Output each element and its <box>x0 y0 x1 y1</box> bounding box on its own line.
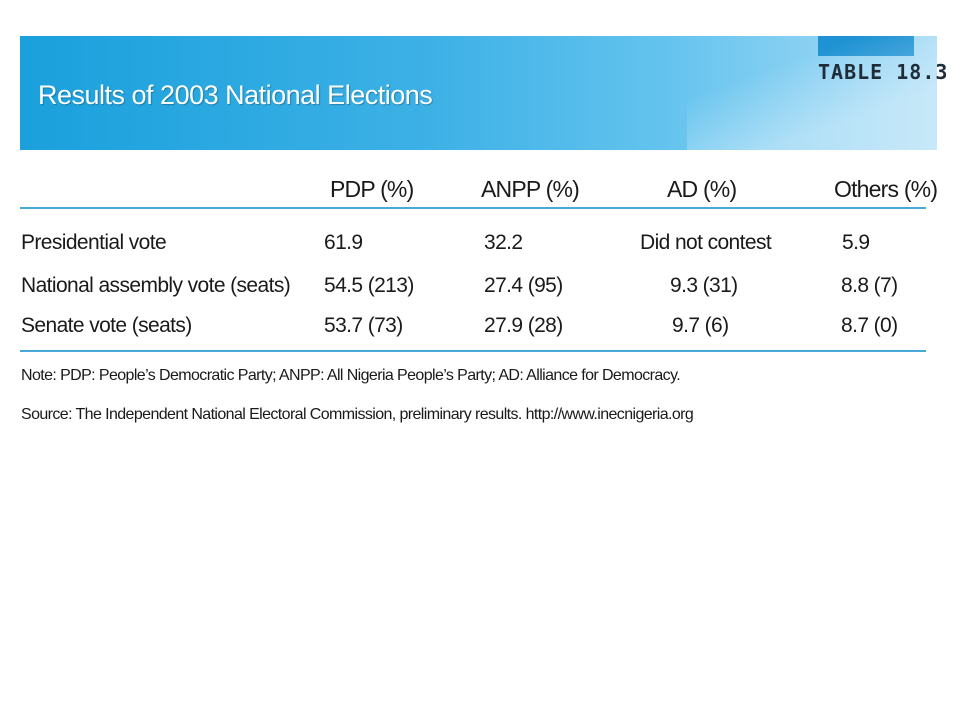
table-number-label: TABLE 18.3 <box>818 60 949 84</box>
table-title: Results of 2003 National Elections <box>38 80 433 110</box>
column-header-anpp: ANPP (%) <box>481 176 580 202</box>
row-label-senate: Senate vote (seats) <box>21 314 192 337</box>
column-header-others: Others (%) <box>834 176 938 202</box>
row-label-presidential: Presidential vote <box>21 231 167 254</box>
cell-assembly-pdp: 54.5 (213) <box>324 274 414 297</box>
table-tab-notch <box>818 36 914 56</box>
cell-senate-pdp: 53.7 (73) <box>324 314 403 337</box>
cell-presidential-ad: Did not contest <box>640 231 772 254</box>
table-note: Note: PDP: People’s Democratic Party; AN… <box>21 367 681 384</box>
cell-senate-ad: 9.7 (6) <box>672 314 729 337</box>
cell-assembly-anpp: 27.4 (95) <box>484 274 563 297</box>
cell-assembly-ad: 9.3 (31) <box>670 274 738 297</box>
table-header-band: Results of 2003 National Elections <box>20 36 937 150</box>
table-top-rule <box>20 207 926 209</box>
cell-presidential-anpp: 32.2 <box>484 231 523 254</box>
cell-senate-anpp: 27.9 (28) <box>484 314 563 337</box>
cell-presidential-pdp: 61.9 <box>324 231 363 254</box>
column-header-ad: AD (%) <box>667 176 737 202</box>
column-header-pdp: PDP (%) <box>330 176 414 202</box>
table-bottom-rule <box>20 350 926 352</box>
header-fade <box>687 36 937 150</box>
row-label-national-assembly: National assembly vote (seats) <box>21 274 291 297</box>
table-source: Source: The Independent National Elector… <box>21 406 694 423</box>
cell-presidential-others: 5.9 <box>842 231 870 254</box>
cell-senate-others: 8.7 (0) <box>841 314 898 337</box>
cell-assembly-others: 8.8 (7) <box>841 274 898 297</box>
